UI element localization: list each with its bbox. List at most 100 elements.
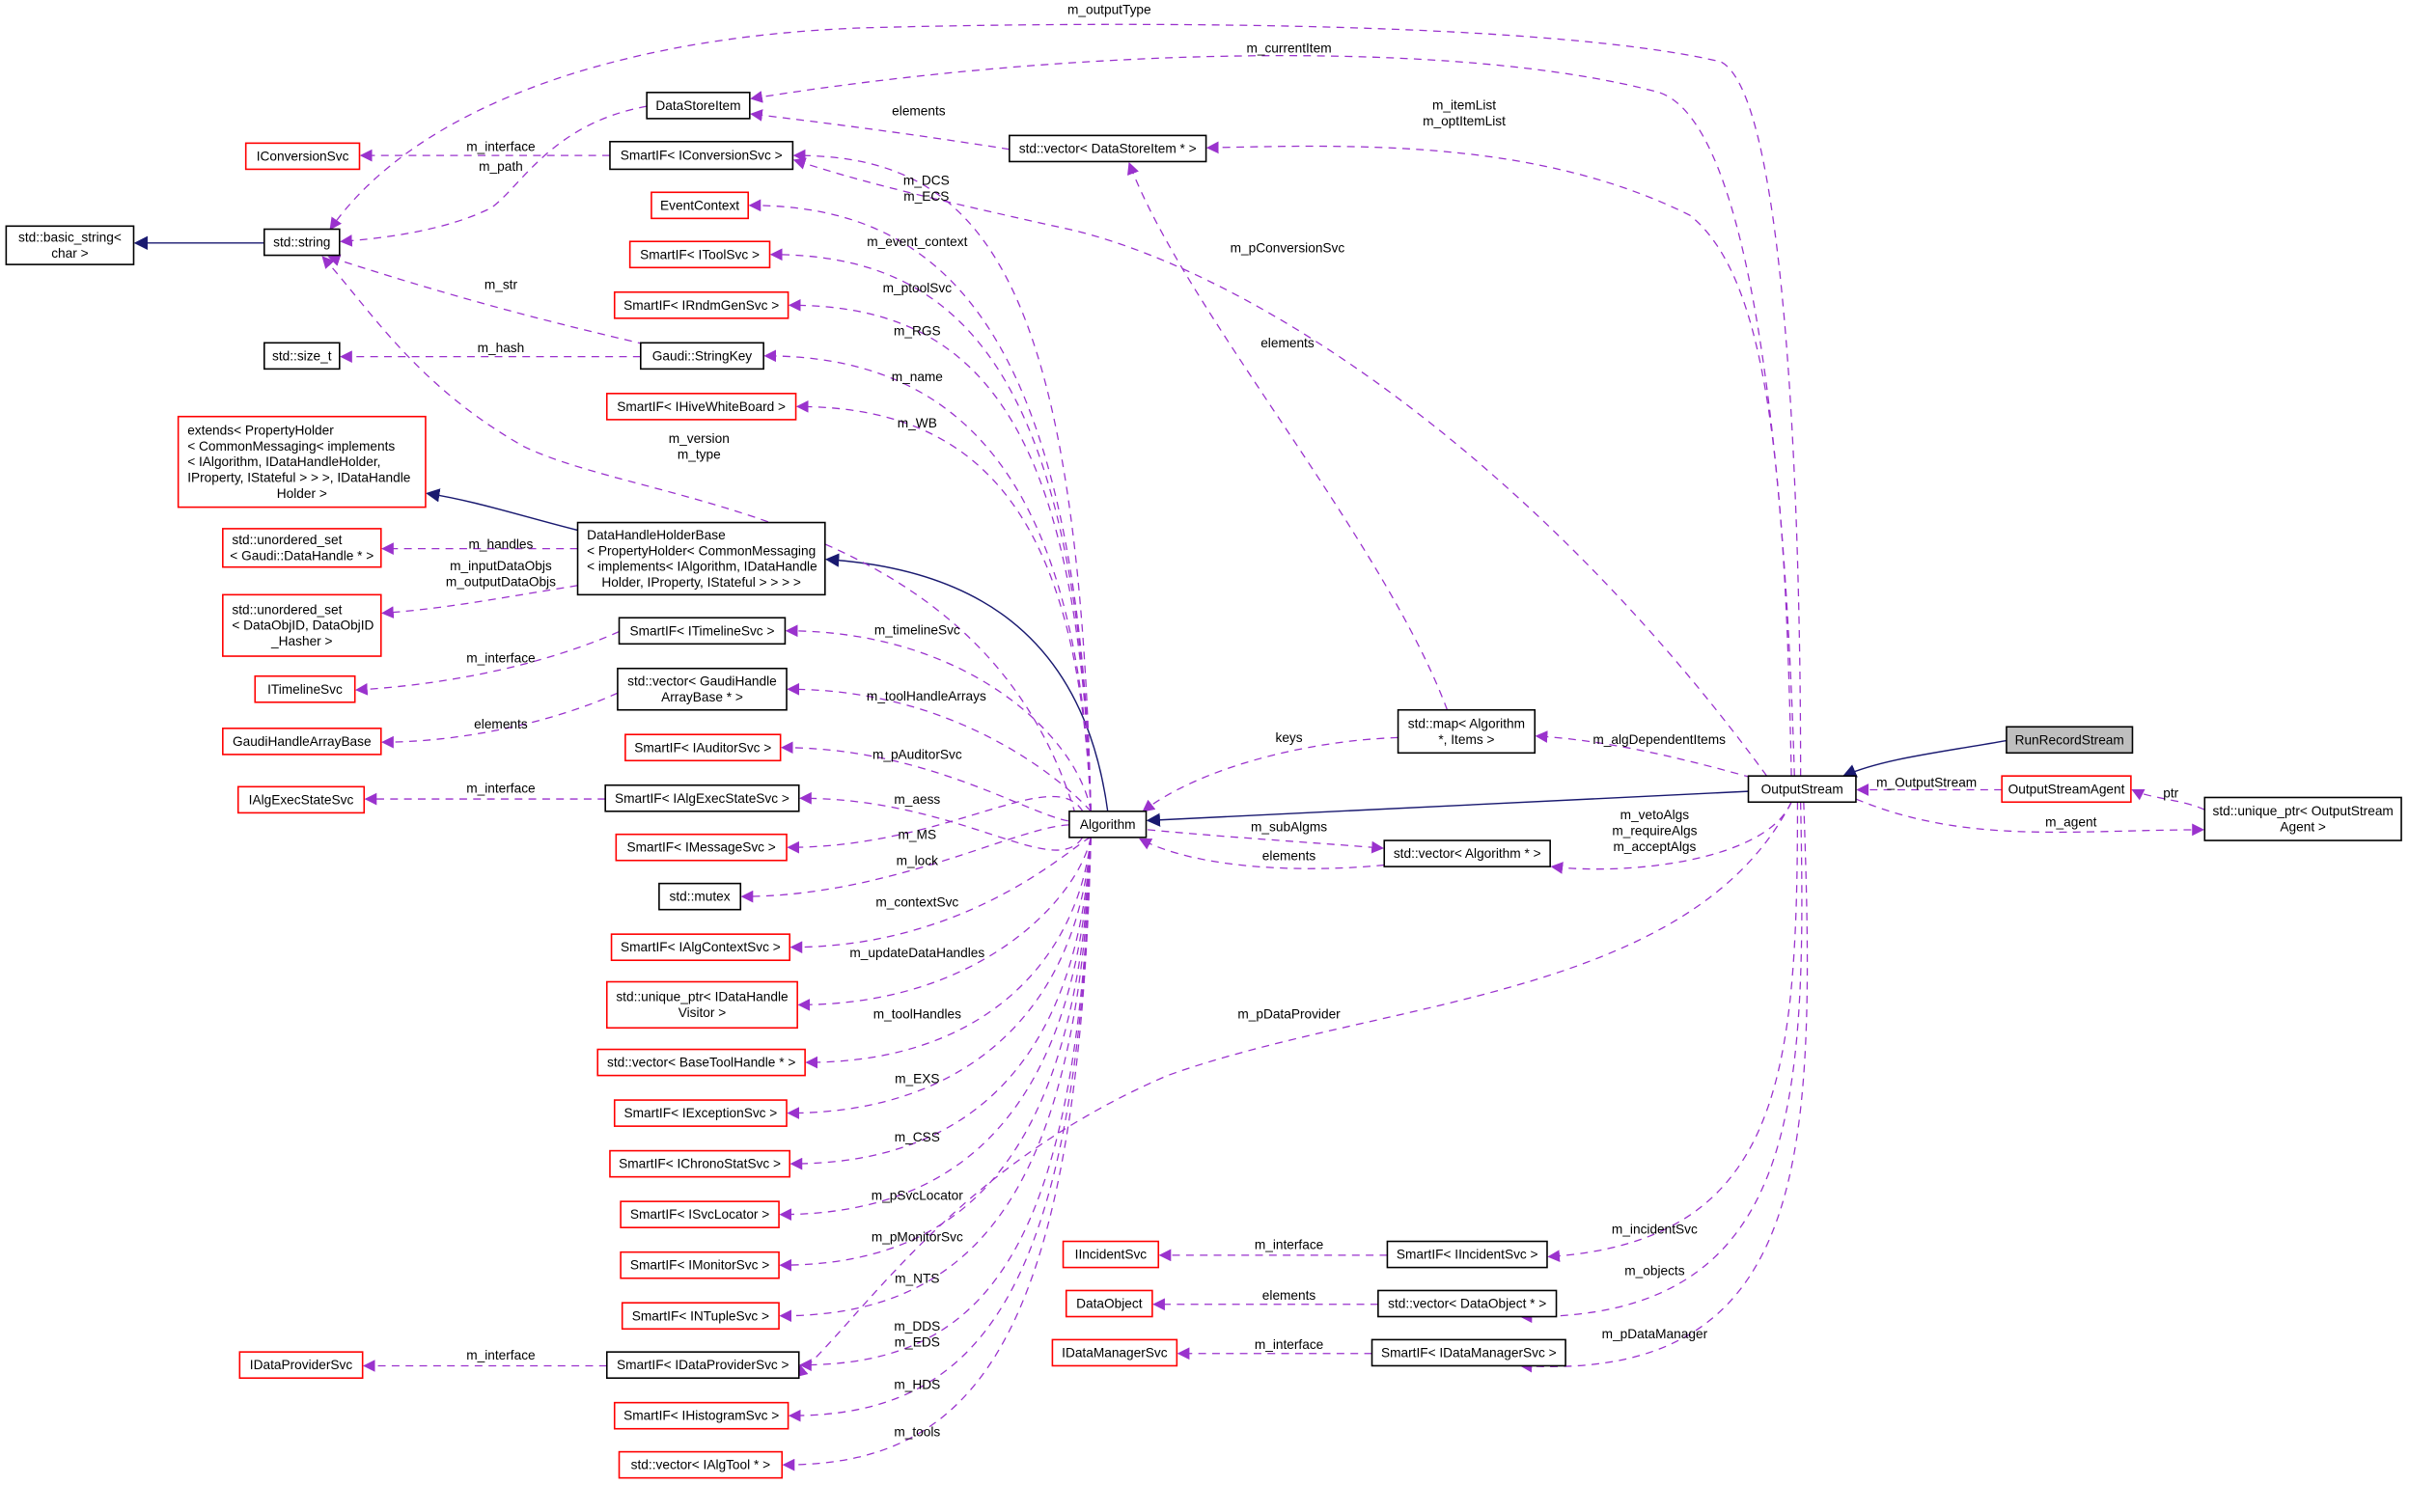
class-node-vec-ialgtool[interactable]: std::vector< IAlgTool * > [618,1450,784,1479]
class-node-uset-handle[interactable]: std::unordered_set< Gaudi::DataHandle * … [222,528,382,568]
edge-label: m_hash [478,341,525,355]
class-node-outputstream[interactable]: OutputStream [1747,775,1857,804]
class-node-itimelinesvc[interactable]: ITimelineSvc [254,674,356,703]
edge-label: m_tools [894,1425,940,1440]
class-node-gaudihandlearraybase[interactable]: GaudiHandleArrayBase [222,728,382,756]
member-edge-algorithm-to-smartif-intuplesvc [779,837,1092,1323]
member-edge-algorithm-to-vec-algorithm [1148,829,1384,854]
node-label: < DataObjID, DataObjID [232,619,374,633]
node-label: < PropertyHolder< CommonMessaging [587,543,816,558]
class-node-idataprovidersvc[interactable]: IDataProviderSvc [238,1351,364,1379]
node-label: IProperty, IStateful > > >, IDataHandle [187,471,410,485]
class-node-iincidentsvc[interactable]: IIncidentSvc [1062,1240,1160,1269]
edge-label: m_interface [466,139,535,153]
node-box [222,728,382,756]
node-box [1062,1240,1160,1269]
node-label: std::vector< DataStoreItem * > [1019,141,1197,155]
class-node-std-size-t[interactable]: std::size_t [263,342,341,371]
member-edge-algorithm-to-vec-basetoolhandle [805,837,1092,1069]
class-node-vec-gaudihandlearraybase[interactable]: std::vector< GaudiHandleArrayBase * > [617,667,788,711]
class-node-smartif-ichronostatsvc[interactable]: SmartIF< IChronoStatSvc > [609,1149,790,1178]
class-node-uset-objid[interactable]: std::unordered_set< DataObjID, DataObjID… [222,593,382,657]
node-box [254,674,356,703]
class-node-smartif-irndmgensvc[interactable]: SmartIF< IRndmGenSvc > [613,290,789,319]
class-node-runrecordstream[interactable]: RunRecordStream [2006,726,2134,755]
class-node-smartif-iexceptionsvc[interactable]: SmartIF< IExceptionSvc > [613,1099,788,1127]
class-node-eventcontext[interactable]: EventContext [651,191,750,220]
node-label: SmartIF< IChronoStatSvc > [619,1157,781,1171]
edge-label: m_acceptAlgs [1613,839,1696,854]
class-node-smartif-iauditorsvc[interactable]: SmartIF< IAuditorSvc > [624,733,782,762]
class-node-ialgexecstatesvc[interactable]: IAlgExecStateSvc [236,785,366,814]
class-node-smartif-ialgcontextsvc[interactable]: SmartIF< IAlgContextSvc > [610,933,790,962]
class-node-vec-dataobject[interactable]: std::vector< DataObject * > [1377,1289,1558,1318]
edge-label: m_pConversionSvc [1231,240,1345,255]
class-node-smartif-iconversionsvc[interactable]: SmartIF< IConversionSvc > [609,140,794,171]
class-node-vec-basetoolhandle[interactable]: std::vector< BaseToolHandle * > [596,1048,806,1077]
class-node-smartif-imonitorsvc[interactable]: SmartIF< IMonitorSvc > [620,1251,780,1279]
class-node-basic-string[interactable]: std::basic_string<char > [5,225,135,265]
class-node-extends[interactable]: extends< PropertyHolder < CommonMessaging… [177,415,427,509]
class-node-smartif-ialgexecstatesvc[interactable]: SmartIF< IAlgExecStateSvc > [604,783,800,812]
class-node-idatamanagersvc[interactable]: IDataManagerSvc [1051,1338,1178,1367]
node-label: SmartIF< IMonitorSvc > [630,1258,769,1273]
class-node-smartif-intuplesvc[interactable]: SmartIF< INTupleSvc > [621,1302,780,1331]
class-node-stringkey[interactable]: Gaudi::StringKey [640,342,764,371]
node-label: SmartIF< IAlgExecStateSvc > [615,791,789,806]
member-edge-vec-gaudihandlearraybase-to-gaudihandlearraybase [381,692,619,749]
class-node-smartif-ihistogramsvc[interactable]: SmartIF< IHistogramSvc > [613,1401,789,1430]
class-node-vec-datastoreitem[interactable]: std::vector< DataStoreItem * > [1009,134,1207,163]
edge-label: m_EDS [895,1335,940,1350]
node-box [222,593,382,657]
member-edge-outputstream-to-vec-datastoreitem [1205,141,1792,777]
class-node-dataobject[interactable]: DataObject [1065,1289,1153,1318]
class-node-datahandleholderbase[interactable]: DataHandleHolderBase< PropertyHolder< Co… [576,521,826,596]
node-box [651,191,750,220]
node-box [613,290,789,319]
node-label: IDataProviderSvc [250,1358,353,1372]
node-label: std::unique_ptr< OutputStream [2212,804,2393,818]
inheritance-edge-runrecordstream-to-outputstream [1841,739,2008,778]
node-box [263,228,341,257]
inheritance-edge-outputstream-to-algorithm [1146,790,1749,827]
class-node-algorithm[interactable]: Algorithm [1068,811,1148,838]
edge-label: m_toolHandles [873,1007,961,1022]
class-node-smartif-imessagesvc[interactable]: SmartIF< IMessageSvc > [615,833,788,862]
node-box [5,225,135,265]
class-node-iconversionsvc[interactable]: IConversionSvc [244,142,361,171]
edge-label: m_itemList [1432,97,1496,112]
class-node-smartif-ihivewhiteboard[interactable]: SmartIF< IHiveWhiteBoard > [605,393,797,421]
node-box [613,1099,788,1127]
class-node-std-string[interactable]: std::string [263,228,341,257]
node-label: std::unordered_set [232,602,342,617]
node-label: < Gaudi::DataHandle * > [230,549,374,564]
class-node-smartif-isvclocator[interactable]: SmartIF< ISvcLocator > [620,1200,780,1228]
node-box [576,521,826,596]
class-node-smartif-itimelinesvc[interactable]: SmartIF< ITimelineSvc > [618,617,787,646]
node-label: ArrayBase * > [661,690,743,704]
node-box [1371,1338,1566,1367]
class-node-uptr-outputstreamagent[interactable]: std::unique_ptr< OutputStreamAgent > [2203,796,2402,841]
node-box [617,667,788,711]
class-node-outputstreamagent[interactable]: OutputStreamAgent [2001,775,2132,804]
class-node-std-mutex[interactable]: std::mutex [658,882,742,911]
class-node-smartif-itoolsvc[interactable]: SmartIF< IToolSvc > [628,240,771,269]
node-box [640,342,764,371]
class-node-smartif-iincidentsvc[interactable]: SmartIF< IIncidentSvc > [1386,1240,1548,1269]
class-node-datastoreitem[interactable]: DataStoreItem [646,92,751,120]
class-node-map-algorithm-items[interactable]: std::map< Algorithm*, Items > [1397,708,1537,755]
inheritance-edge-algorithm-to-datahandleholderbase [824,553,1109,811]
node-label: std::string [273,235,330,250]
edge-label: elements [1262,1288,1316,1303]
node-label: SmartIF< IMessageSvc > [627,840,776,855]
edge-label: m_objects [1624,1264,1684,1278]
node-label: SmartIF< IRndmGenSvc > [623,298,779,313]
node-box [1383,839,1551,867]
class-node-vec-algorithm[interactable]: std::vector< Algorithm * > [1383,839,1551,867]
class-node-smartif-idataprovidersvc[interactable]: SmartIF< IDataProviderSvc > [605,1351,800,1379]
member-edge-algorithm-to-smartif-imonitorsvc [779,837,1092,1272]
node-label: SmartIF< ITimelineSvc > [630,623,775,638]
edge-label: m_inputDataObjs [450,559,552,573]
class-node-smartif-idatamanagersvc[interactable]: SmartIF< IDataManagerSvc > [1371,1338,1566,1367]
